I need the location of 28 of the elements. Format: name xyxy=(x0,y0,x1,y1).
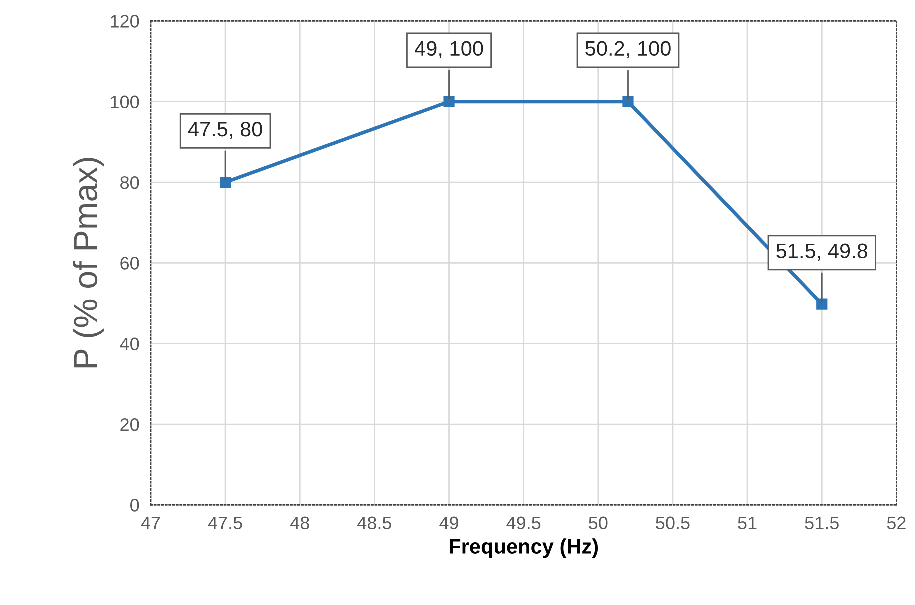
x-tick-label: 47 xyxy=(141,516,160,530)
x-tick-label: 51.5 xyxy=(805,516,839,530)
point xyxy=(220,176,232,188)
x-tick-label: 50.5 xyxy=(656,516,690,530)
y-tick-label: 20 xyxy=(120,418,140,432)
point xyxy=(622,96,634,108)
point xyxy=(444,96,455,108)
x-tick-label: 47.5 xyxy=(208,516,242,530)
y-tick-label: 0 xyxy=(130,499,140,512)
x-tick-label: 48.5 xyxy=(358,516,392,530)
y-tick-label: 120 xyxy=(111,15,140,28)
x-tick-label: 49.5 xyxy=(506,516,541,530)
data-label: 51.5, 49.8 xyxy=(776,244,868,261)
y-tick-label: 100 xyxy=(111,96,140,109)
y-tick-label: 40 xyxy=(120,338,140,351)
x-axis-title: Frequency (Hz) xyxy=(450,538,598,558)
x-tick-label: 51 xyxy=(738,516,757,530)
data-label: 47.5, 80 xyxy=(188,122,262,140)
x-tick-label: 52 xyxy=(887,516,906,530)
x-tick-label: 48 xyxy=(290,516,310,530)
data-label: 49, 100 xyxy=(414,41,484,59)
point xyxy=(816,298,828,310)
x-tick-label: 50 xyxy=(589,516,608,530)
y-axis-title: P (% of Pmax) xyxy=(73,158,104,368)
y-tick-label: 60 xyxy=(120,257,140,270)
x-tick-label: 49 xyxy=(440,516,458,530)
y-tick-label: 80 xyxy=(120,176,140,190)
data-label: 50.2, 100 xyxy=(586,41,671,59)
